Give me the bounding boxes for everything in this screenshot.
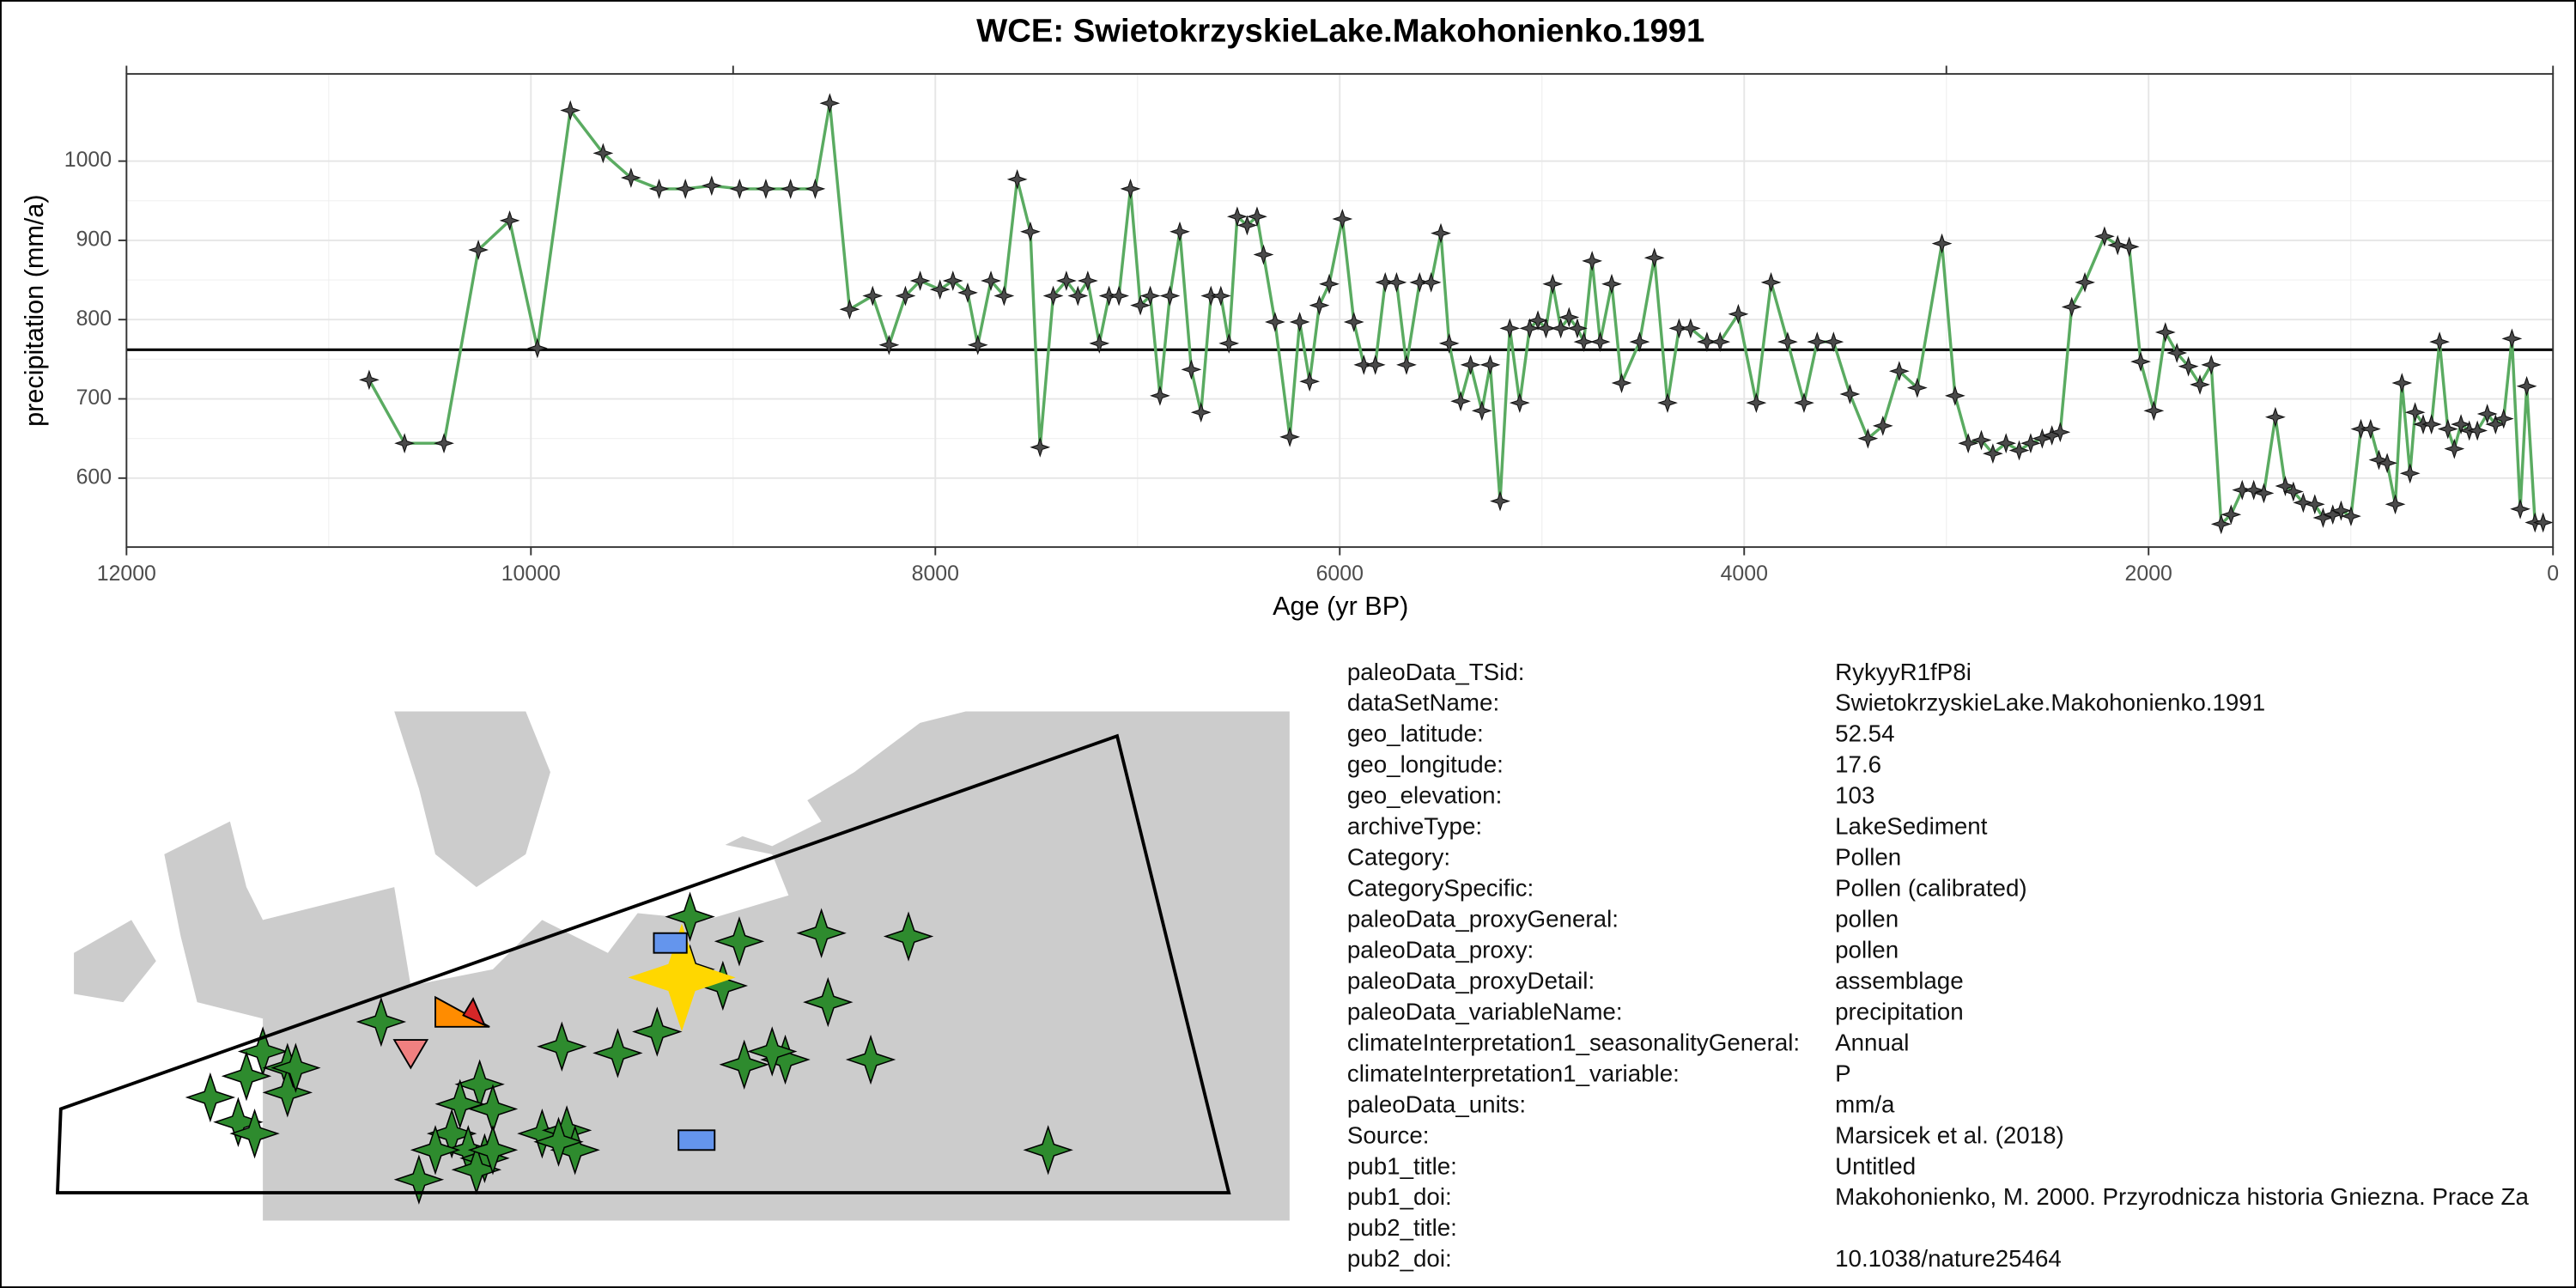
x-tick-label: 0 <box>2547 562 2559 586</box>
metadata-key: CategorySpecific: <box>1347 875 1534 902</box>
x-tick-label: 8000 <box>912 562 959 586</box>
plot-border <box>125 73 2555 549</box>
y-tick-label: 800 <box>76 307 112 331</box>
metadata-key: dataSetName: <box>1347 690 1499 716</box>
metadata-key: pub1_doi: <box>1347 1183 1452 1210</box>
y-tick-label: 700 <box>76 386 112 410</box>
chart-title: WCE: SwietokrzyskieLake.Makohonienko.199… <box>976 12 1704 49</box>
metadata-key: geo_latitude: <box>1347 720 1484 747</box>
metadata-key: geo_elevation: <box>1347 782 1502 809</box>
x-tick-label: 4000 <box>1721 562 1768 586</box>
metadata-value: LakeSediment <box>1835 813 1988 840</box>
x-tick-label: 12000 <box>97 562 156 586</box>
site-marker <box>392 1039 429 1070</box>
metadata-value: Pollen (calibrated) <box>1835 875 2027 902</box>
metadata-value: Annual <box>1835 1029 1909 1055</box>
metadata-value: 52.54 <box>1835 720 1894 747</box>
metadata-key: geo_longitude: <box>1347 751 1504 778</box>
y-tick-label: 600 <box>76 465 112 489</box>
map-land <box>394 711 550 888</box>
metadata-value: Pollen <box>1835 844 1901 871</box>
metadata-value: Makohonienko, M. 2000. Przyrodnicza hist… <box>1835 1183 2529 1210</box>
metadata-key: Source: <box>1347 1121 1430 1148</box>
metadata-table: paleoData_TSid: RykyyR1fP8i dataSetName: Sw… <box>1347 659 2530 1272</box>
x-tick-label: 6000 <box>1316 562 1364 586</box>
map-land <box>263 711 1290 1221</box>
x-tick-label: 2000 <box>2125 562 2172 586</box>
metadata-value: precipitation <box>1835 998 1964 1024</box>
metadata-value: Marsicek et al. (2018) <box>1835 1121 2064 1148</box>
site-marker <box>653 932 688 954</box>
metadata-value: 103 <box>1835 782 1874 809</box>
y-tick-label: 1000 <box>64 148 112 172</box>
metadata-key: pub2_doi: <box>1347 1245 1452 1272</box>
metadata-key: archiveType: <box>1347 813 1482 840</box>
y-tick-label: 900 <box>76 227 112 251</box>
metadata-key: paleoData_proxyGeneral: <box>1347 906 1619 933</box>
metadata-value: pollen <box>1835 936 1899 963</box>
metadata-key: climateInterpretation1_variable: <box>1347 1060 1680 1086</box>
site-marker <box>677 1129 716 1151</box>
metadata-value: mm/a <box>1835 1091 1895 1117</box>
metadata-value: SwietokrzyskieLake.Makohonienko.1991 <box>1835 690 2265 716</box>
metadata-key: paleoData_TSid: <box>1347 659 1525 685</box>
metadata-key: paleoData_proxyDetail: <box>1347 967 1595 993</box>
map-land <box>74 920 156 1003</box>
x-axis-label: Age (yr BP) <box>1273 592 1408 621</box>
metadata-value: RykyyR1fP8i <box>1835 659 1971 685</box>
map-sea <box>722 772 822 847</box>
metadata-key: paleoData_units: <box>1347 1091 1526 1117</box>
region-outline <box>55 733 1231 1194</box>
x-tick-label: 10000 <box>501 562 561 586</box>
metadata-value: P <box>1835 1060 1850 1086</box>
metadata-value: 17.6 <box>1835 751 1881 778</box>
metadata-key: pub2_title: <box>1347 1214 1457 1241</box>
metadata-value: assemblage <box>1835 967 1964 993</box>
metadata-key: Category: <box>1347 844 1450 871</box>
metadata-key: paleoData_variableName: <box>1347 998 1623 1024</box>
metadata-value: Untitled <box>1835 1152 1916 1179</box>
map-land <box>164 821 280 1019</box>
site-map <box>57 711 1290 1221</box>
metadata-key: pub1_title: <box>1347 1152 1457 1179</box>
y-axis-label: precipitation (mm/a) <box>20 194 49 426</box>
metadata-key: paleoData_proxy: <box>1347 936 1534 963</box>
metadata-value: 10.1038/nature25464 <box>1835 1245 2062 1272</box>
metadata-key: climateInterpretation1_seasonalityGenera… <box>1347 1029 1800 1055</box>
metadata-value: pollen <box>1835 906 1899 933</box>
site-marker <box>462 997 487 1027</box>
